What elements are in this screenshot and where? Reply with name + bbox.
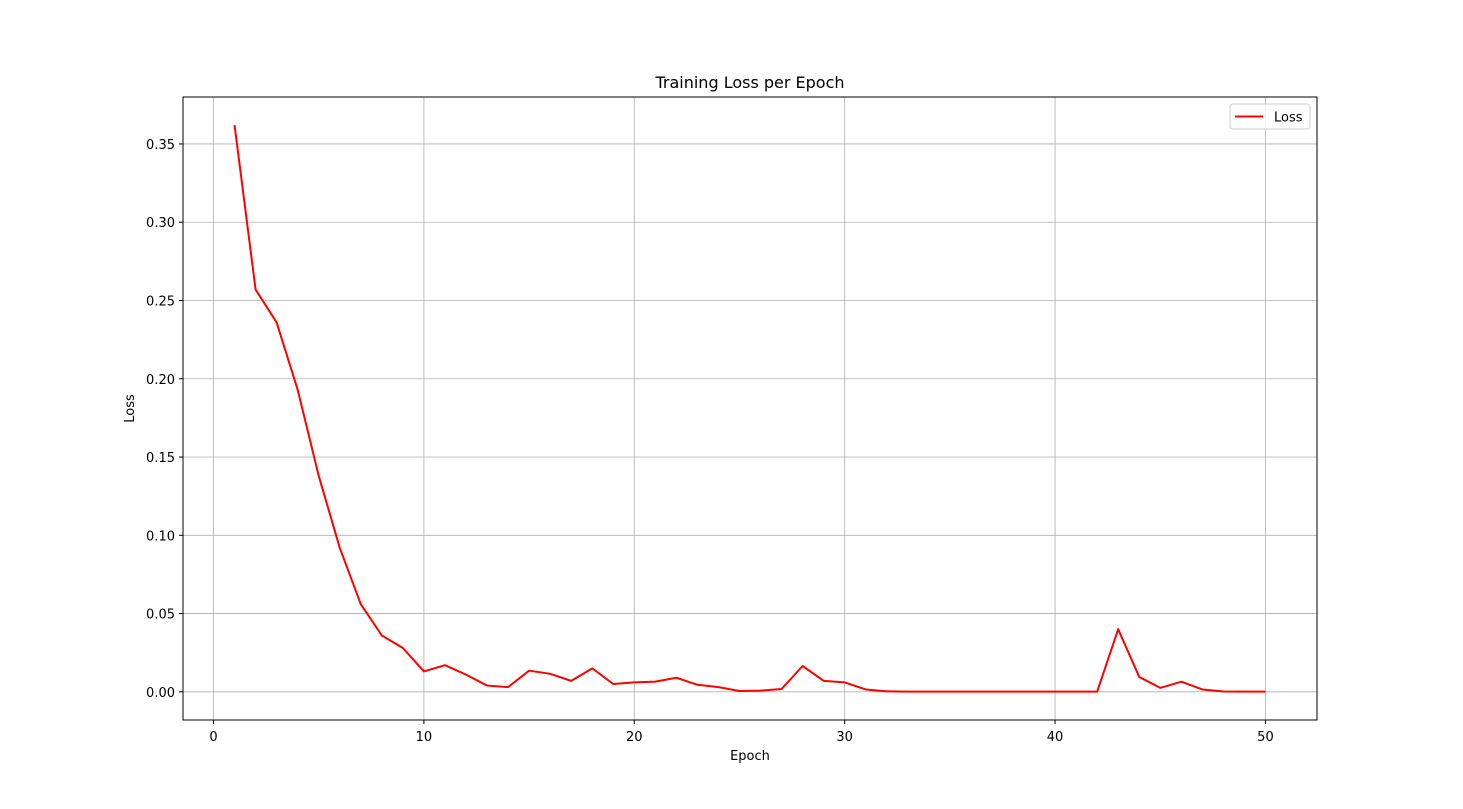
- x-axis-title: Epoch: [730, 749, 770, 764]
- x-axis: 0 10 20 30 40 50: [209, 720, 1274, 745]
- legend-box: [1229, 103, 1311, 130]
- y-tick-label: 0.15: [146, 451, 175, 466]
- x-tick-label: 0: [209, 730, 217, 745]
- x-tick-label: 20: [626, 730, 643, 745]
- x-tick-label: 50: [1257, 730, 1274, 745]
- y-tick-label: 0.30: [146, 216, 175, 231]
- y-tick-label: 0.10: [146, 529, 175, 544]
- y-tick-label: 0.35: [146, 138, 175, 153]
- plot-frame: [182, 96, 1318, 721]
- y-tick-label: 0.05: [146, 608, 175, 623]
- legend-label-loss: Loss: [1274, 111, 1303, 126]
- grid-layer: [183, 97, 1317, 720]
- y-tick-label: 0.20: [146, 373, 175, 388]
- series-layer: [233, 125, 1266, 693]
- x-tick-label: 30: [836, 730, 853, 745]
- series-line-loss: [233, 125, 1266, 693]
- y-axis-title: Loss: [123, 394, 138, 423]
- x-tick-label: 10: [416, 730, 433, 745]
- legend: Loss: [1229, 103, 1311, 130]
- y-axis: 0.00 0.05 0.10 0.15 0.20 0.25 0.30 0.35: [146, 138, 183, 701]
- y-tick-label: 0.00: [146, 686, 175, 701]
- x-tick-label: 40: [1047, 730, 1064, 745]
- y-tick-label: 0.25: [146, 294, 175, 309]
- chart-title: Training Loss per Epoch: [654, 73, 844, 92]
